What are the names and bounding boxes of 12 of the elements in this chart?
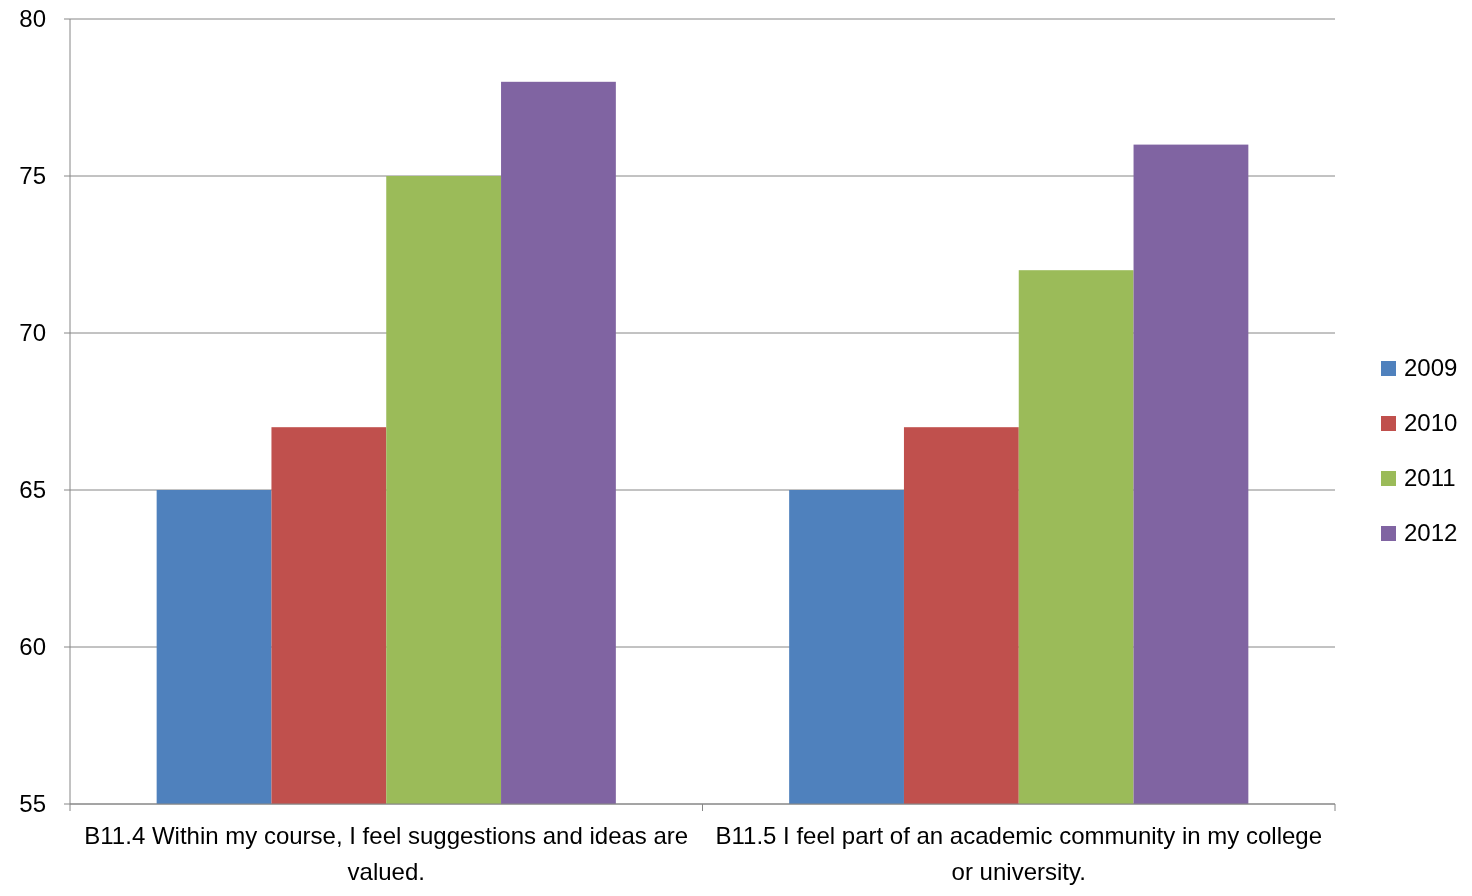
y-tick-label: 70	[19, 319, 46, 347]
x-tick-label: B11.5 I feel part of an academic community in my college or university.	[715, 822, 1323, 885]
x-tick-label: B11.4 Within my course, I feel suggestions and ideas are valued.	[84, 822, 689, 885]
legend-label: 2011	[1404, 464, 1456, 492]
y-tick-label: 75	[19, 162, 46, 190]
y-tick-label: 55	[19, 790, 46, 818]
y-tick-label: 80	[19, 5, 46, 33]
legend-label: 2009	[1404, 354, 1458, 382]
legend-label: 2010	[1404, 409, 1458, 437]
y-tick-label: 60	[19, 633, 46, 661]
legend-label: 2012	[1404, 519, 1458, 547]
y-tick-label: 65	[19, 476, 46, 504]
